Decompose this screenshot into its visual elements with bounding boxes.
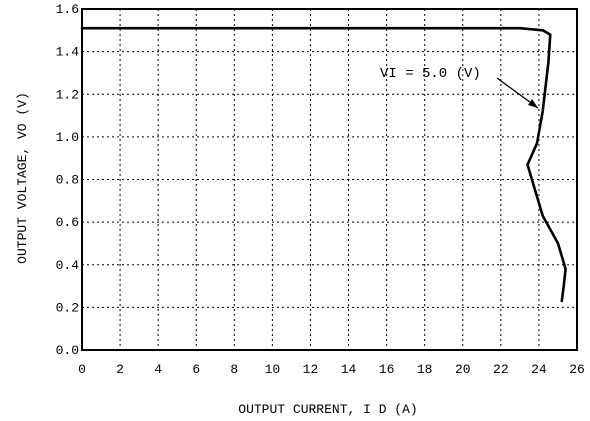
y-tick-label: 1.2 [56, 87, 79, 102]
y-tick-label: 1.6 [56, 2, 79, 17]
tick-labels: 0 2 4 6 8 10 12 14 16 18 20 22 24 260.00.20.40.60.81.… [56, 2, 585, 377]
y-tick-label: 1.0 [56, 130, 79, 145]
series-line [80, 26, 567, 303]
y-tick-label: 0.6 [56, 215, 79, 230]
y-tick-label: 0.4 [56, 258, 80, 273]
x-tick-label: 12 [303, 362, 319, 377]
x-tick-label: 8 [230, 362, 238, 377]
x-tick-label: 10 [265, 362, 281, 377]
annotation-group: VI = 5.0 (V) [380, 66, 539, 109]
grid-lines [82, 9, 577, 350]
series-group [80, 26, 567, 303]
y-tick-label: 0.0 [56, 343, 79, 358]
annotation-arrowhead [528, 99, 538, 108]
x-tick-label: 14 [341, 362, 357, 377]
x-tick-label: 16 [379, 362, 395, 377]
annotation-label: VI = 5.0 (V) [380, 66, 481, 82]
x-tick-label: 22 [493, 362, 509, 377]
x-tick-label: 26 [569, 362, 585, 377]
x-axis-title: OUTPUT CURRENT, I D (A) [238, 402, 417, 417]
x-tick-label: 0 [78, 362, 86, 377]
y-tick-label: 0.2 [56, 300, 79, 315]
x-tick-label: 24 [531, 362, 547, 377]
x-tick-label: 18 [417, 362, 433, 377]
y-tick-label: 1.4 [56, 45, 80, 60]
plot-frame [81, 8, 578, 351]
x-tick-label: 6 [192, 362, 200, 377]
x-tick-label: 4 [154, 362, 162, 377]
y-tick-label: 0.8 [56, 173, 79, 188]
y-axis-title: OUTPUT VOLTAGE, VO (V) [15, 92, 30, 264]
x-tick-label: 20 [455, 362, 471, 377]
x-tick-label: 2 [116, 362, 124, 377]
